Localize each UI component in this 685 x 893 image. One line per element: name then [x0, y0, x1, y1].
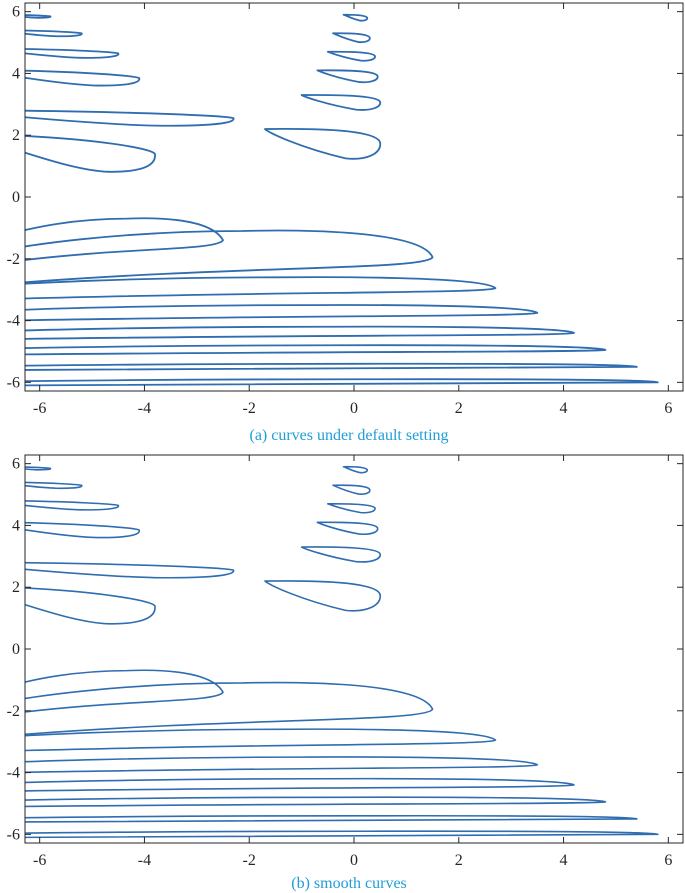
upper-center-lobe-curve — [264, 580, 381, 612]
lower-lobe-curve — [25, 681, 434, 736]
upper-left-lobe-curve — [25, 466, 52, 471]
upper-left-lobe-curve — [25, 500, 120, 511]
upper-left-lobe-curve — [25, 561, 235, 579]
upper-left-lobe-curve — [25, 48, 120, 59]
lower-lobe-curve — [25, 344, 607, 356]
upper-center-lobe-curve — [300, 94, 382, 111]
lower-lobe-curve — [25, 362, 638, 371]
x-tick-label: 0 — [350, 852, 358, 869]
x-tick-label: 2 — [455, 400, 463, 417]
upper-left-lobe-curve — [25, 69, 141, 87]
x-tick-label: -4 — [138, 400, 151, 417]
lower-lobe-curve — [25, 830, 659, 839]
y-tick-label: -4 — [7, 313, 20, 330]
x-tick-label: 6 — [664, 852, 672, 869]
upper-left-lobe-curve — [25, 481, 83, 490]
lower-lobe-curve — [25, 378, 659, 387]
panel-a: (a) curves under default setting -6 -4 -2 0… — [7, 2, 684, 444]
y-tick-label: -2 — [7, 251, 20, 268]
axes-box — [24, 454, 684, 844]
upper-center-lobe-curve — [332, 484, 371, 495]
lower-lobe-curve — [25, 756, 539, 774]
x-tick-label: -4 — [138, 852, 151, 869]
upper-left-lobe-curve — [25, 135, 156, 173]
curve-group — [25, 465, 659, 839]
y-tick-label: 6 — [12, 456, 20, 473]
upper-center-lobe-curve — [316, 69, 379, 84]
x-tick-label: 6 — [664, 400, 672, 417]
upper-center-lobe-curve — [327, 502, 376, 514]
y-tick-label: -4 — [7, 765, 20, 782]
axes-box — [24, 2, 684, 392]
x-tick-label: -2 — [243, 400, 256, 417]
lower-lobe-curve — [25, 325, 575, 340]
y-tick-label: 0 — [12, 641, 20, 658]
lower-lobe-curve — [25, 669, 224, 713]
upper-left-lobe-curve — [25, 14, 52, 19]
y-tick-label: 2 — [12, 127, 20, 144]
caption-a: (a) curves under default setting — [249, 427, 448, 444]
panel-b: (b) smooth curves -6 -4 -2 0 2 4 6 -6 -4 -2 0 2 4 6 — [7, 454, 684, 892]
y-tick-label: 0 — [12, 189, 20, 206]
curve-group — [25, 13, 659, 387]
x-tick-label: 4 — [560, 400, 568, 417]
caption-b: (b) smooth curves — [291, 875, 407, 892]
upper-center-lobe-curve — [326, 50, 376, 62]
y-tick-label: -6 — [7, 374, 20, 391]
upper-left-lobe-curve — [25, 521, 141, 539]
lower-lobe-curve — [25, 728, 497, 752]
x-tick-label: 2 — [455, 852, 463, 869]
x-tick-label: 4 — [560, 852, 568, 869]
lower-lobe-curve — [25, 814, 638, 823]
lower-lobe-curve — [25, 304, 539, 322]
lower-lobe-curve — [25, 777, 575, 792]
lower-lobe-curve — [25, 229, 434, 284]
lower-lobe-curve — [25, 796, 607, 808]
upper-center-lobe-curve — [342, 465, 369, 474]
lower-lobe-curve — [25, 217, 224, 261]
x-tick-label: -2 — [243, 852, 256, 869]
x-tick-label: -6 — [33, 400, 46, 417]
upper-center-lobe-curve — [264, 127, 382, 160]
y-tick-label: 4 — [12, 517, 20, 534]
upper-left-lobe-curve — [25, 29, 83, 38]
y-tick-label: -6 — [7, 826, 20, 843]
upper-left-lobe-curve — [25, 587, 156, 625]
x-tick-label: 0 — [350, 400, 358, 417]
upper-center-lobe-curve — [300, 546, 381, 563]
x-tick-label: -6 — [33, 852, 46, 869]
y-tick-label: 4 — [12, 65, 20, 82]
upper-left-lobe-curve — [25, 109, 235, 127]
upper-center-lobe-curve — [316, 521, 379, 536]
upper-center-lobe-curve — [332, 32, 371, 44]
upper-center-lobe-curve — [342, 13, 369, 22]
lower-lobe-curve — [25, 276, 497, 300]
y-tick-label: 2 — [12, 579, 20, 596]
y-tick-label: 6 — [12, 4, 20, 21]
y-tick-label: -2 — [7, 703, 20, 720]
